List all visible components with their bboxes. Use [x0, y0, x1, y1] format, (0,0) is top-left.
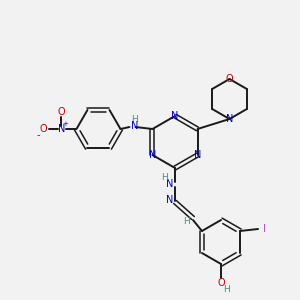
- Text: N: N: [149, 150, 156, 160]
- Text: +: +: [62, 121, 68, 127]
- Text: N: N: [58, 124, 65, 134]
- Text: O: O: [226, 74, 233, 84]
- Text: H: H: [223, 284, 230, 293]
- Text: N: N: [171, 111, 179, 121]
- Text: H: H: [160, 173, 167, 182]
- Text: -: -: [37, 130, 40, 140]
- Text: N: N: [131, 121, 138, 131]
- Text: I: I: [262, 224, 266, 234]
- Text: H: H: [184, 218, 190, 226]
- Text: O: O: [217, 278, 225, 288]
- Text: H: H: [131, 116, 138, 124]
- Text: N: N: [166, 179, 174, 189]
- Text: O: O: [40, 124, 47, 134]
- Text: N: N: [166, 195, 174, 205]
- Text: O: O: [58, 107, 65, 117]
- Text: N: N: [226, 114, 233, 124]
- Text: N: N: [194, 150, 201, 160]
